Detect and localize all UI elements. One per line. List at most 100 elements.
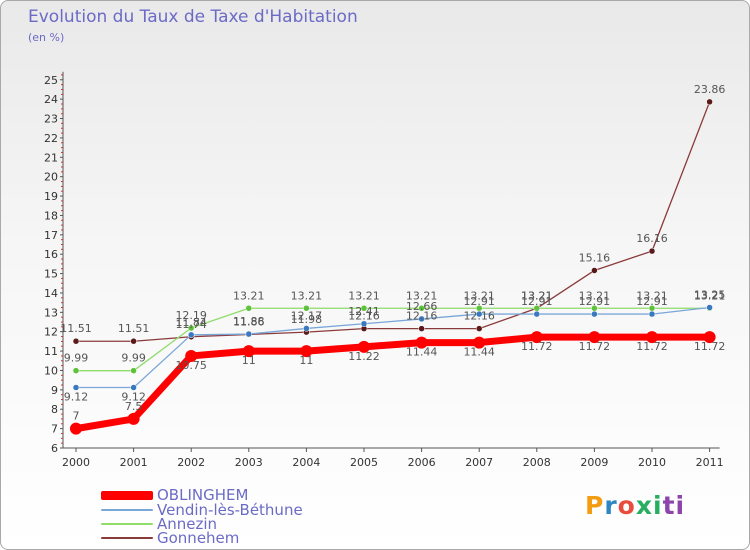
y-tick-label: 10 bbox=[44, 364, 58, 377]
x-tick-label: 2008 bbox=[523, 456, 551, 469]
data-point bbox=[706, 304, 713, 311]
data-label: 13.21 bbox=[233, 289, 265, 302]
legend-label: Gonnehem bbox=[157, 529, 240, 547]
series-line-annezin bbox=[76, 307, 710, 372]
data-point bbox=[72, 367, 80, 374]
data-point bbox=[530, 331, 543, 344]
data-label: 11.98 bbox=[291, 313, 323, 326]
data-label: 9.12 bbox=[64, 391, 89, 404]
data-label: 13.21 bbox=[579, 289, 611, 302]
data-point bbox=[418, 305, 425, 312]
data-label: 11.22 bbox=[348, 350, 380, 363]
data-point bbox=[187, 324, 195, 332]
data-label: 13.25 bbox=[694, 288, 726, 301]
data-point bbox=[185, 349, 198, 362]
data-label: 12.91 bbox=[636, 295, 668, 308]
data-point bbox=[418, 325, 425, 332]
y-tick-label: 23 bbox=[44, 113, 58, 126]
data-label: 9.99 bbox=[64, 352, 89, 365]
legend-item-annezin[interactable]: Annezin bbox=[101, 515, 218, 533]
y-tick-label: 9 bbox=[51, 384, 58, 397]
legend-label: Annezin bbox=[157, 515, 218, 533]
x-tick-label: 2009 bbox=[580, 456, 608, 469]
y-tick-label: 15 bbox=[44, 268, 58, 281]
data-point bbox=[648, 247, 656, 255]
data-point bbox=[303, 325, 310, 332]
data-label: 9.12 bbox=[121, 391, 146, 404]
proxiti-logo[interactable]: Proxiti bbox=[585, 491, 685, 520]
data-label: 12.66 bbox=[406, 300, 438, 313]
x-tick-label: 2010 bbox=[638, 456, 666, 469]
data-label: 11.72 bbox=[694, 340, 726, 353]
y-tick-label: 12 bbox=[44, 326, 58, 339]
x-tick-label: 2005 bbox=[350, 456, 378, 469]
data-label: 11.84 bbox=[175, 316, 207, 329]
y-tick-label: 25 bbox=[44, 74, 58, 87]
data-label: 11.74 bbox=[175, 318, 207, 331]
data-label: 13.21 bbox=[463, 289, 495, 302]
y-tick-label: 17 bbox=[44, 229, 58, 242]
series-line-vendin-l-s-b-thune bbox=[76, 306, 710, 389]
data-point bbox=[533, 310, 541, 318]
data-point bbox=[473, 336, 486, 349]
data-point bbox=[130, 367, 137, 374]
data-label: 11.88 bbox=[233, 315, 265, 328]
data-label: 13.21 bbox=[521, 289, 553, 302]
legend-item-vendin-les-bethune[interactable]: Vendin-lès-Béthune bbox=[101, 503, 303, 518]
data-label: 12.19 bbox=[175, 309, 207, 322]
y-tick-label: 19 bbox=[44, 190, 58, 203]
data-label: 12.91 bbox=[463, 295, 495, 308]
legend-swatch bbox=[101, 490, 153, 500]
data-label: 23.86 bbox=[694, 83, 726, 96]
data-point bbox=[703, 331, 716, 344]
data-point bbox=[360, 320, 368, 328]
data-label: 12.16 bbox=[348, 310, 380, 323]
data-label: 13.21 bbox=[406, 289, 438, 302]
data-label: 11.86 bbox=[233, 315, 265, 328]
x-tick-label: 2007 bbox=[465, 456, 493, 469]
data-point bbox=[358, 340, 370, 353]
data-label: 9.99 bbox=[121, 352, 146, 365]
data-label: 12.16 bbox=[463, 310, 495, 323]
data-point bbox=[245, 330, 253, 338]
data-point bbox=[130, 384, 137, 391]
data-point bbox=[418, 315, 425, 323]
legend-swatch bbox=[101, 509, 153, 511]
data-label: 12.16 bbox=[406, 310, 438, 323]
data-label: 13.21 bbox=[521, 289, 553, 302]
data-label: 12.91 bbox=[521, 295, 553, 308]
y-tick-label: 13 bbox=[44, 306, 58, 319]
y-tick-label: 21 bbox=[44, 151, 58, 164]
data-point bbox=[187, 331, 195, 339]
data-point bbox=[245, 305, 253, 312]
data-label: 7 bbox=[73, 410, 80, 423]
y-tick-label: 16 bbox=[44, 248, 58, 261]
data-point bbox=[70, 422, 82, 435]
y-tick-label: 18 bbox=[44, 209, 58, 222]
data-label: 11.51 bbox=[118, 322, 150, 335]
data-label: 12.17 bbox=[291, 309, 323, 322]
data-point bbox=[360, 305, 368, 312]
data-label: 11.72 bbox=[521, 340, 553, 353]
data-point bbox=[475, 325, 483, 332]
data-point bbox=[72, 337, 80, 345]
legend-item-gonnehem[interactable]: Gonnehem bbox=[101, 529, 240, 547]
data-label: 11 bbox=[242, 354, 256, 367]
data-point bbox=[588, 331, 601, 344]
data-point bbox=[475, 310, 483, 318]
legend-item-oblinghem[interactable]: OBLINGHEM bbox=[101, 488, 248, 503]
data-point bbox=[648, 310, 656, 318]
data-point bbox=[127, 412, 140, 425]
x-tick-label: 2000 bbox=[62, 456, 90, 469]
y-tick-label: 7 bbox=[51, 423, 58, 436]
data-point bbox=[591, 267, 598, 274]
data-point bbox=[130, 337, 137, 345]
y-tick-label: 22 bbox=[44, 132, 58, 145]
data-label: 13.21 bbox=[348, 289, 380, 302]
x-tick-label: 2004 bbox=[292, 456, 320, 469]
data-label: 13.21 bbox=[291, 289, 323, 302]
y-tick-label: 14 bbox=[44, 287, 58, 300]
y-tick-label: 20 bbox=[44, 171, 58, 184]
data-point bbox=[415, 336, 428, 349]
